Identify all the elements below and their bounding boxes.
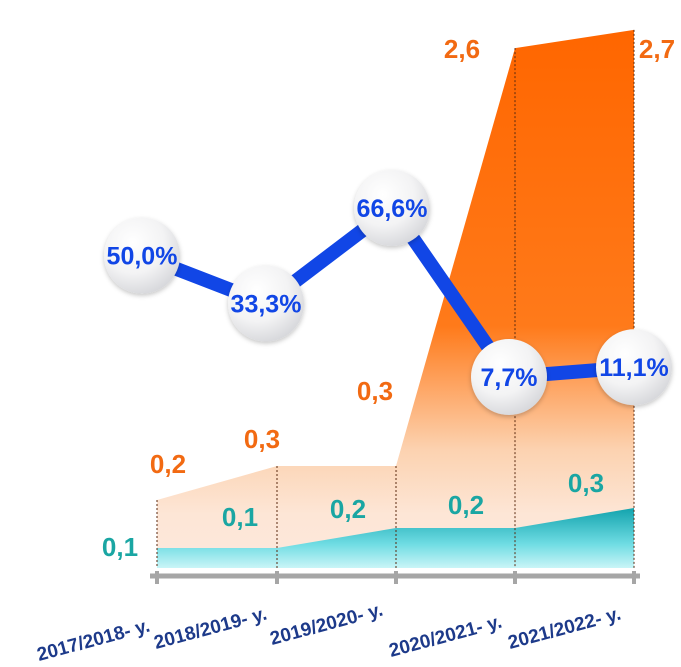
x-label-3: 2020/2021- y.: [387, 612, 504, 662]
percent-bubble-0: [104, 217, 180, 294]
orange-label-2: 0,3: [357, 376, 393, 406]
percent-bubble-3: [471, 339, 547, 415]
percent-bubble-2: [354, 169, 430, 246]
orange-label-0: 0,2: [150, 449, 186, 479]
orange-value-labels: 0,2 0,3 0,3 2,6 2,7: [150, 34, 675, 479]
percent-label-4: 11,1%: [599, 354, 669, 382]
percent-bubble-1: [228, 265, 304, 342]
x-tick-labels: 2017/2018- y. 2018/2019- y.2019/2020- y. 2…: [35, 600, 623, 666]
teal-label-4: 0,3: [568, 468, 604, 498]
teal-label-3: 0,2: [448, 490, 484, 520]
teal-label-0: 0,1: [102, 532, 138, 562]
x-label-1: 2018/2019- y.: [152, 604, 269, 654]
percent-label-0: 50,0%: [107, 243, 178, 271]
teal-value-labels: 0,1 0,1 0,2 0,2 0,3: [102, 468, 604, 562]
category-dividers: [156, 29, 635, 568]
orange-label-4: 2,7: [639, 34, 675, 64]
orange-label-3: 2,6: [444, 34, 480, 64]
x-label-0: 2017/2018- y.: [35, 616, 152, 666]
orange-label-1: 0,3: [244, 424, 280, 454]
percent-label-3: 7,7%: [481, 364, 538, 392]
percent-label-2: 66,6%: [357, 195, 428, 223]
teal-label-2: 0,2: [330, 494, 366, 524]
percent-bubble-4: [596, 329, 672, 406]
teal-label-1: 0,1: [222, 502, 258, 532]
x-label-4: 2021/2022- y.: [506, 604, 623, 654]
percent-label-1: 33,3%: [231, 291, 302, 319]
percent-bubbles: 50,0% 33,3% 66,6% 7,7% 11,1%: [104, 169, 672, 415]
x-label-2: 2019/2020- y.: [268, 600, 385, 650]
x-axis: [150, 571, 640, 584]
